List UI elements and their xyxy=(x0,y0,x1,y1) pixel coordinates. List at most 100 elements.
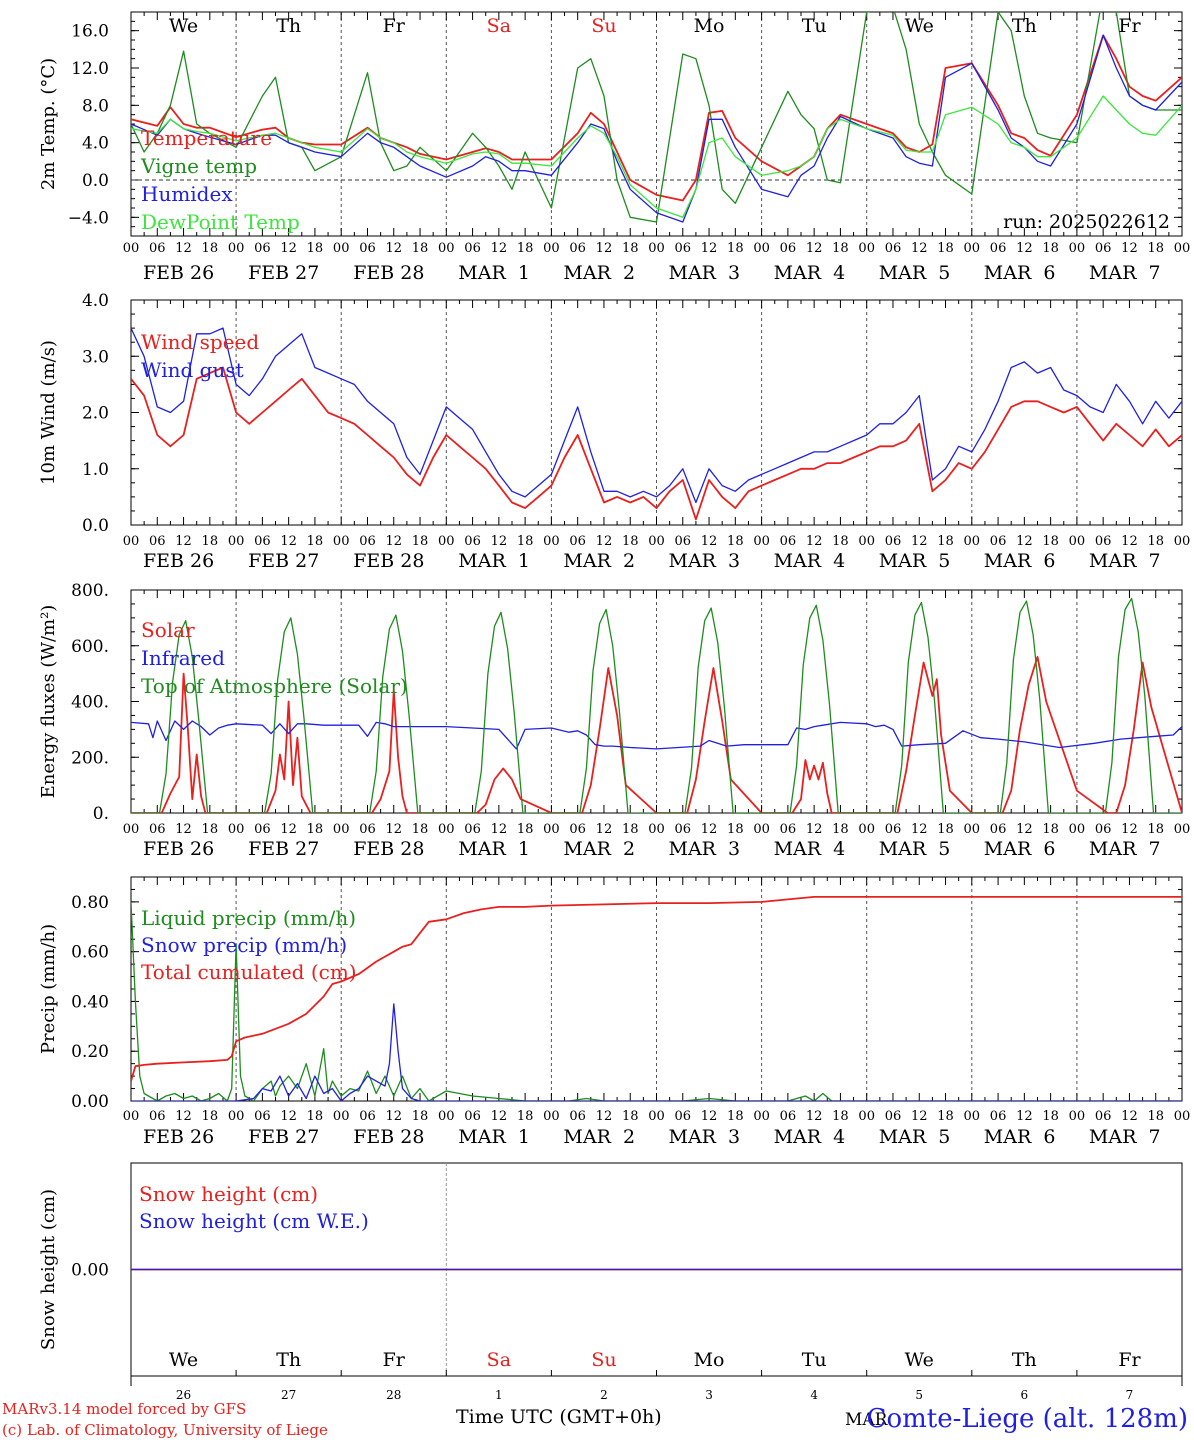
hour-tick-label: 18 xyxy=(1042,822,1059,837)
hour-tick-label: 12 xyxy=(280,534,297,549)
date-label: FEB 26 xyxy=(143,838,214,860)
hour-tick-label: 06 xyxy=(990,241,1007,256)
hour-tick-label: 12 xyxy=(175,241,192,256)
hour-tick-label: 18 xyxy=(1042,534,1059,549)
hour-tick-label: 18 xyxy=(517,1109,534,1124)
hour-tick-label: 18 xyxy=(202,241,219,256)
hour-tick-label: 06 xyxy=(1095,534,1112,549)
hour-tick-label: 06 xyxy=(675,822,692,837)
series-line-liquid-precip-mm-h xyxy=(131,901,1182,1101)
hour-tick-label: 18 xyxy=(1042,241,1059,256)
hour-tick-label: 00 xyxy=(228,241,245,256)
hour-tick-label: 06 xyxy=(254,534,271,549)
date-label: FEB 26 xyxy=(143,550,214,572)
hour-tick-label: 18 xyxy=(517,241,534,256)
hour-tick-label: 00 xyxy=(753,822,770,837)
date-label: MAR 5 xyxy=(879,1126,951,1148)
hour-tick-label: 18 xyxy=(622,534,639,549)
date-label: MAR 4 xyxy=(774,1126,846,1148)
hour-tick-label: 12 xyxy=(280,1109,297,1124)
legend-entry: Wind gust xyxy=(141,358,244,382)
hour-tick-label: 00 xyxy=(648,1109,665,1124)
hour-tick-label: 06 xyxy=(675,534,692,549)
y-tick-label: 800. xyxy=(71,581,109,601)
y-tick-label: 0.20 xyxy=(71,1042,109,1062)
y-tick-label: 0.0 xyxy=(82,516,109,536)
y-tick-label: 200. xyxy=(71,748,109,768)
hour-tick-label: 18 xyxy=(727,1109,744,1124)
legend-entry: Total cumulated (cm) xyxy=(141,960,357,984)
hour-tick-label: 00 xyxy=(123,241,140,256)
hour-tick-label: 06 xyxy=(780,822,797,837)
date-label: FEB 27 xyxy=(248,550,319,572)
hour-tick-label: 06 xyxy=(990,534,1007,549)
day-number: 5 xyxy=(915,1388,923,1402)
date-label: FEB 26 xyxy=(143,1126,214,1148)
legend-entry: DewPoint Temp xyxy=(141,210,300,234)
hour-tick-label: 18 xyxy=(517,534,534,549)
y-tick-label: 0.0 xyxy=(82,171,109,191)
hour-tick-label: 12 xyxy=(1016,534,1033,549)
date-label: MAR 2 xyxy=(563,550,635,572)
hour-tick-label: 18 xyxy=(202,534,219,549)
date-label: MAR 5 xyxy=(879,262,951,284)
date-label: MAR 7 xyxy=(1089,262,1161,284)
hour-tick-label: 06 xyxy=(569,1109,586,1124)
day-number: 26 xyxy=(176,1388,191,1402)
date-label: MAR 7 xyxy=(1089,838,1161,860)
y-tick-label: 12.0 xyxy=(71,59,109,79)
day-name: Su xyxy=(591,1349,616,1371)
date-label: MAR 4 xyxy=(774,550,846,572)
series-line-total-cumulated-cm xyxy=(131,896,1182,1082)
footer-model: MARv3.14 model forced by GFS xyxy=(2,1400,246,1418)
legend-entry: Vigne temp xyxy=(140,154,257,178)
hour-tick-label: 18 xyxy=(832,534,849,549)
plot-frame xyxy=(130,299,1183,526)
hour-tick-label: 18 xyxy=(937,822,954,837)
legend-entry: Solar xyxy=(141,618,195,642)
hour-tick-label: 12 xyxy=(280,241,297,256)
y-tick-label: 0.40 xyxy=(71,992,109,1012)
hour-tick-label: 06 xyxy=(149,1109,166,1124)
hour-tick-label: 18 xyxy=(307,534,324,549)
day-name: Tu xyxy=(802,1349,827,1371)
date-label: MAR 2 xyxy=(563,262,635,284)
hour-tick-label: 06 xyxy=(149,534,166,549)
hour-tick-label: 12 xyxy=(596,534,613,549)
hour-tick-label: 00 xyxy=(753,534,770,549)
hour-tick-label: 12 xyxy=(1121,1109,1138,1124)
legend-entry: Snow height (cm) xyxy=(139,1182,318,1206)
day-number: 27 xyxy=(281,1388,296,1402)
hour-tick-label: 12 xyxy=(701,822,718,837)
hour-tick-label: 12 xyxy=(491,1109,508,1124)
hour-tick-label: 06 xyxy=(569,534,586,549)
hour-tick-label: 18 xyxy=(937,241,954,256)
series-line-top-of-atmosphere-solar xyxy=(131,597,1182,813)
day-name: Mo xyxy=(694,1349,725,1371)
day-number: 4 xyxy=(810,1388,818,1402)
hour-tick-label: 00 xyxy=(858,1109,875,1124)
y-axis-label: Precip (mm/h) xyxy=(38,924,59,1054)
hour-tick-label: 00 xyxy=(333,534,350,549)
hour-tick-label: 12 xyxy=(596,1109,613,1124)
date-label: MAR 6 xyxy=(984,838,1056,860)
hour-tick-label: 00 xyxy=(964,822,981,837)
hour-tick-label: 12 xyxy=(596,241,613,256)
hour-tick-label: 00 xyxy=(123,822,140,837)
series-group xyxy=(131,327,1182,521)
hour-tick-label: 12 xyxy=(911,241,928,256)
hour-tick-label: 12 xyxy=(911,534,928,549)
day-name: Sa xyxy=(487,1349,511,1371)
date-label: FEB 27 xyxy=(248,838,319,860)
date-label: MAR 1 xyxy=(458,262,530,284)
hour-tick-label: 00 xyxy=(1069,534,1086,549)
series-line-infrared xyxy=(131,720,1182,750)
day-name: We xyxy=(905,1349,934,1371)
y-tick-label: 0.80 xyxy=(71,893,109,913)
day-name: We xyxy=(905,15,934,37)
hour-tick-label: 00 xyxy=(858,534,875,549)
legend-entry: Top of Atmosphere (Solar) xyxy=(141,674,408,698)
date-label: MAR 1 xyxy=(458,550,530,572)
hour-tick-label: 06 xyxy=(885,822,902,837)
